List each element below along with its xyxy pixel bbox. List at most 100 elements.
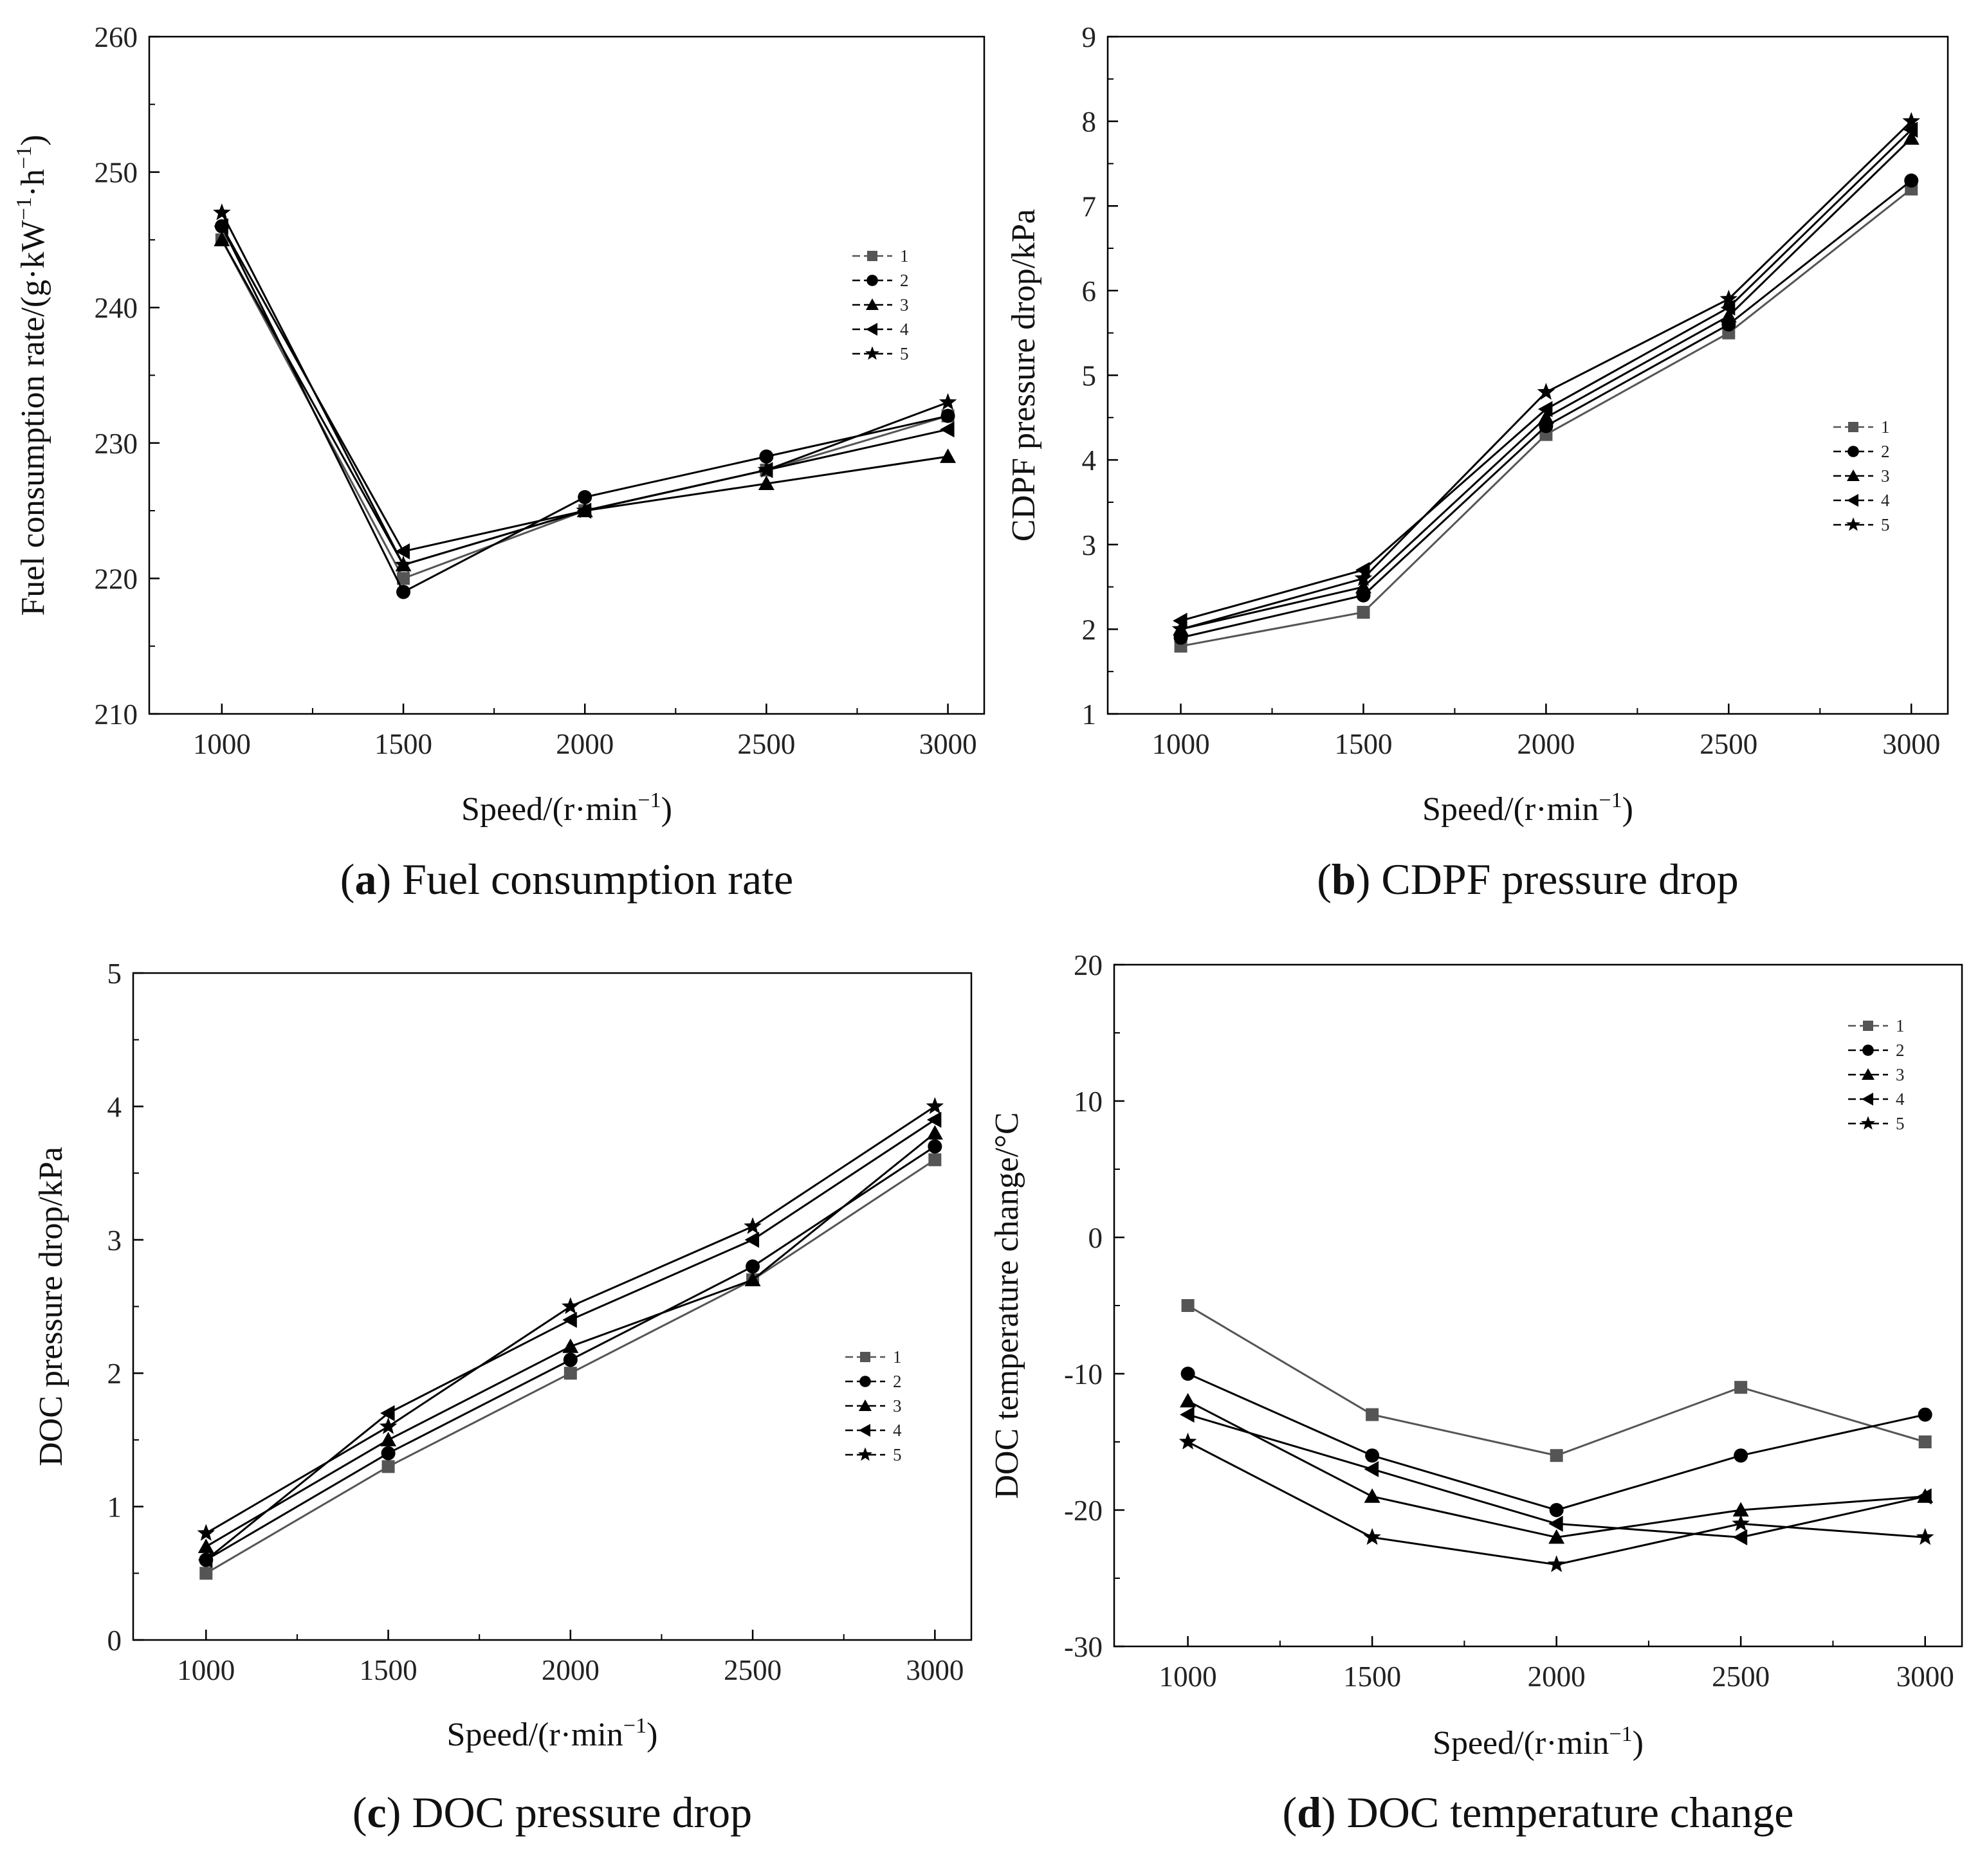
y-axis-label: DOC pressure drop/kPa [33, 1147, 69, 1466]
data-point-circle [1549, 1503, 1564, 1517]
x-tick-label: 2500 [1700, 728, 1757, 760]
series-line [1187, 1372, 1926, 1511]
legend-label: 4 [893, 1421, 902, 1440]
data-point-triangle [1720, 307, 1737, 323]
data-point-star [1171, 619, 1190, 637]
data-point-triangle [1364, 1488, 1380, 1503]
y-tick-label: 9 [1082, 21, 1097, 53]
panel-caption: (d) DOC temperature change [1283, 1788, 1794, 1837]
data-point-left-triangle [1180, 1407, 1195, 1423]
data-point-circle [940, 408, 955, 423]
legend-label: 5 [893, 1445, 902, 1464]
x-axis-label: Speed/(r·min−1) [447, 1714, 658, 1753]
data-point-star [1537, 383, 1555, 400]
data-point-star [197, 1524, 215, 1541]
data-point-circle [578, 490, 592, 505]
legend-label: 2 [900, 271, 909, 290]
x-axis-label: Speed/(r·min−1) [461, 788, 672, 828]
data-point-star [939, 393, 957, 410]
data-point-circle [1918, 1407, 1932, 1422]
legend-marker-left-triangle [1847, 494, 1858, 507]
x-axis-label: Speed/(r·min−1) [1433, 1722, 1644, 1762]
series-2 [214, 219, 955, 599]
data-point-star [744, 1217, 762, 1234]
y-tick-label: 8 [1082, 106, 1097, 138]
data-point-star [1902, 112, 1920, 129]
y-axis-label: Fuel consumption rate/(g·kW−1·h−1) [12, 134, 51, 615]
legend-marker-circle [866, 275, 878, 286]
plot-frame [1106, 35, 1949, 715]
series-3 [197, 1125, 943, 1553]
data-point-star [1719, 289, 1738, 307]
data-point-triangle [214, 232, 230, 246]
legend: 1 2 3 4 5 [1848, 1016, 1905, 1133]
legend-label: 4 [900, 320, 909, 339]
legend-marker-star [865, 346, 879, 360]
legend-label: 1 [1881, 417, 1890, 437]
y-tick-label: 4 [107, 1091, 122, 1123]
y-tick-label: 210 [95, 698, 138, 731]
data-point-triangle [1732, 1502, 1749, 1516]
y-tick-label: -10 [1064, 1358, 1103, 1390]
data-point-star [576, 501, 594, 518]
data-point-square [397, 572, 410, 585]
data-point-circle [759, 449, 774, 464]
plot-frame [132, 972, 973, 1641]
legend-label: 1 [900, 246, 909, 266]
legend-marker-square [860, 1352, 870, 1362]
series-5 [213, 203, 957, 573]
data-point-star [394, 555, 412, 573]
series-4 [1173, 122, 1918, 629]
y-tick-label: 10 [1074, 1086, 1103, 1118]
data-point-triangle [1355, 579, 1371, 594]
x-tick-label: 1500 [1334, 728, 1392, 760]
panel-caption: (c) DOC pressure drop [353, 1788, 752, 1837]
y-axis-label: DOC temperature change/°C [989, 1112, 1025, 1498]
legend-label: 3 [1881, 466, 1890, 486]
data-point-square [1918, 1435, 1932, 1448]
x-tick-label: 3000 [906, 1654, 964, 1686]
data-point-left-triangle [1548, 1515, 1563, 1532]
y-tick-label: 5 [107, 958, 122, 990]
y-axis-label: CDPF pressure drop/kPa [1005, 209, 1042, 542]
data-point-left-triangle [926, 1111, 942, 1128]
y-tick-label: 1 [107, 1491, 122, 1524]
series-1 [1181, 1299, 1932, 1462]
x-tick-label: 1000 [177, 1654, 235, 1686]
panel-caption: (a) Fuel consumption rate [340, 855, 793, 904]
y-tick-label: 0 [1088, 1222, 1103, 1254]
x-tick-label: 1500 [374, 728, 432, 760]
series-3 [214, 232, 957, 572]
series-1 [199, 1153, 942, 1580]
legend-marker-triangle [1847, 469, 1860, 481]
data-point-left-triangle [940, 421, 955, 438]
data-point-left-triangle [380, 1405, 395, 1421]
data-point-circle [381, 1446, 396, 1461]
legend-marker-triangle [866, 298, 879, 310]
chart-panel-d: -30 -20 -10 0 10 20 1000 1500 2000 2500 3000 1 2 3 4 5 D… [989, 949, 1963, 1837]
data-point-circle [928, 1139, 942, 1154]
legend-label: 5 [1896, 1114, 1905, 1133]
data-point-triangle [744, 1271, 761, 1287]
data-point-triangle [940, 448, 957, 463]
data-point-triangle [1903, 130, 1920, 145]
legend-label: 4 [1896, 1089, 1905, 1109]
legend-marker-square [867, 251, 877, 261]
data-point-left-triangle [744, 1232, 760, 1248]
chart-panel-a: 210 220 230 240 250 260 1000 1500 2000 2500 3000 1 2… [12, 21, 985, 904]
series-line [1180, 120, 1912, 630]
data-point-left-triangle [1537, 401, 1553, 417]
y-tick-label: 7 [1082, 190, 1097, 223]
x-tick-label: 2500 [724, 1654, 782, 1686]
series-2 [1180, 1367, 1932, 1517]
y-tick-label: -30 [1064, 1631, 1103, 1663]
series-5 [197, 1097, 944, 1541]
x-tick-label: 2000 [1528, 1661, 1586, 1693]
legend-marker-left-triangle [1862, 1093, 1873, 1106]
data-point-triangle [1537, 409, 1554, 424]
series-line [221, 226, 948, 594]
x-tick-label: 2500 [1712, 1661, 1770, 1693]
y-tick-label: 220 [95, 563, 138, 595]
